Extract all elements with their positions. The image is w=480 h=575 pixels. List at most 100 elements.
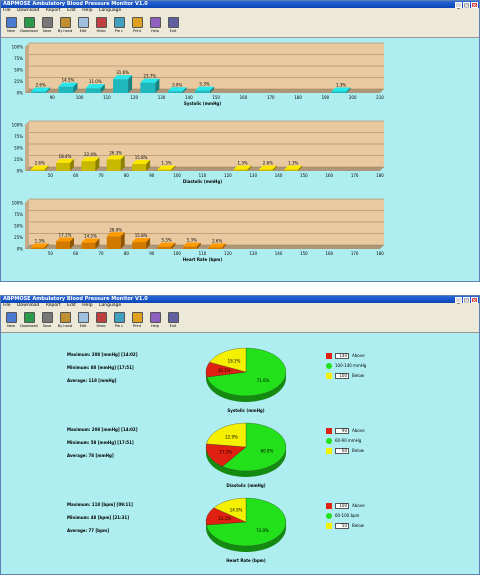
systolic-legend: 140 Above 100-140 mmHg 100 Below <box>326 351 366 381</box>
bar-data-label: 1.3% <box>35 239 45 244</box>
diastolic-histogram-svg: 100% 75% 50% 25% 0% 2.6% 50 18.4% 60 22.4% 70 26.3%… <box>12 120 384 184</box>
green-swatch <box>326 438 332 444</box>
menu-help[interactable]: Help <box>82 8 93 13</box>
menu-help[interactable]: Help <box>82 303 93 308</box>
x-tick-label: 60 <box>73 173 79 178</box>
plot-side-wall <box>25 199 29 249</box>
bar-side <box>171 242 176 249</box>
x-tick-label: 60 <box>73 251 79 256</box>
y-tick-label: 75% <box>14 56 23 61</box>
toolbar-download-button[interactable]: Download <box>20 310 38 331</box>
toolbar-help-button[interactable]: Help <box>147 15 163 36</box>
toolbar-label: New <box>7 324 15 328</box>
toolbar-print-button[interactable]: Print <box>129 310 145 331</box>
diastolic-histogram: 100% 75% 50% 25% 0% 2.6% 50 18.4% 60 22.4% 70 26.3%… <box>7 119 387 189</box>
toolbar-pie-c-button[interactable]: Pie c <box>111 310 127 331</box>
toolbar-label: Save <box>42 324 52 328</box>
bar-side <box>120 155 125 171</box>
x-tick-label: 100 <box>76 95 84 100</box>
menu-report[interactable]: Report <box>45 303 61 308</box>
menu-language[interactable]: Language <box>99 8 122 13</box>
menu-edit[interactable]: Edit <box>67 8 76 13</box>
stat-maximum: Maximum: 208 [mmHg] [14:02] <box>67 427 138 432</box>
toolbar-pie-c-button[interactable]: Pie c <box>111 15 127 36</box>
menu-report[interactable]: Report <box>45 8 61 13</box>
close-button[interactable]: × <box>471 1 478 9</box>
heart-rate-pie-chart: 73.0% 12.1% 14.9% <box>205 497 287 552</box>
minimize-button[interactable]: _ <box>455 1 462 9</box>
stat-minimum: Minimum: 48 [bpm] [21:31] <box>67 515 130 520</box>
bar-data-label: 17.1% <box>59 232 72 237</box>
legend-above-label: Above <box>352 503 365 508</box>
x-tick-label: 210 <box>376 95 384 100</box>
toolbar-download-button[interactable]: Download <box>20 15 38 36</box>
legend-normal: 60-100 bpm <box>326 511 365 521</box>
bar-side <box>182 87 187 93</box>
below-threshold-input[interactable]: 60 <box>335 448 349 454</box>
bar <box>56 241 71 249</box>
histo-icon <box>95 312 107 323</box>
toolbar-save-button[interactable]: Save <box>39 15 55 36</box>
toolbar-by-hand-button[interactable]: By hand <box>57 310 73 331</box>
toolbar-save-button[interactable]: Save <box>39 310 55 331</box>
bar-side <box>73 82 78 93</box>
bar-top <box>157 242 176 247</box>
menu-download[interactable]: Download <box>16 8 40 13</box>
x-tick-label: 110 <box>199 251 207 256</box>
toolbar-help-button[interactable]: Help <box>147 310 163 331</box>
menu-file[interactable]: File <box>3 8 11 13</box>
bar-data-label: 15.8% <box>135 233 148 238</box>
bar-side <box>196 242 201 249</box>
bar <box>56 162 71 171</box>
pie-caption: Systolic (mmHg) <box>227 408 265 413</box>
legend-below: 100 Below <box>326 371 366 381</box>
bar <box>30 247 45 249</box>
x-tick-label: 160 <box>240 95 248 100</box>
x-tick-label: 150 <box>300 173 308 178</box>
menu-edit[interactable]: Edit <box>67 303 76 308</box>
bar-top <box>167 87 187 92</box>
minimize-button[interactable]: _ <box>455 296 462 304</box>
legend-above: 90 Above <box>326 426 365 436</box>
bar-data-label: 1.3% <box>237 161 247 166</box>
systolic-pie-section: Maximum: 208 [mmHg] [14:02] Minimum: 88 … <box>1 346 479 421</box>
bar-data-label: 2.6% <box>212 239 222 244</box>
bar-data-label: 18.4% <box>59 154 72 159</box>
toolbar-exit-button[interactable]: Exit <box>165 15 181 36</box>
toolbar-edit-button[interactable]: Edit <box>75 15 91 36</box>
x-tick-label: 150 <box>212 95 220 100</box>
above-threshold-input[interactable]: 140 <box>335 353 349 359</box>
legend-normal: 100-140 mmHg <box>326 361 366 371</box>
toolbar-histo-button[interactable]: Histo <box>93 15 109 36</box>
below-threshold-input[interactable]: 50 <box>335 523 349 529</box>
x-tick-label: 170 <box>351 173 359 178</box>
title-bar: ABPMOSE Ambulatory Blood Pressure Monito… <box>1 1 479 9</box>
toolbar-histo-button[interactable]: Histo <box>93 310 109 331</box>
x-tick-label: 200 <box>349 95 357 100</box>
maximize-button[interactable]: □ <box>463 296 470 304</box>
below-threshold-input[interactable]: 100 <box>335 373 349 379</box>
toolbar-edit-button[interactable]: Edit <box>75 310 91 331</box>
above-threshold-input[interactable]: 90 <box>335 428 349 434</box>
maximize-button[interactable]: □ <box>463 1 470 9</box>
bar <box>194 90 211 93</box>
y-tick-label: 50% <box>14 224 23 229</box>
above-threshold-input[interactable]: 100 <box>335 503 349 509</box>
legend-above-label: Above <box>352 428 365 433</box>
x-tick-label: 160 <box>325 173 333 178</box>
menu-download[interactable]: Download <box>16 303 40 308</box>
toolbar-print-button[interactable]: Print <box>129 15 145 36</box>
bar-side <box>222 243 227 249</box>
toolbar-exit-button[interactable]: Exit <box>165 310 181 331</box>
toolbar-new-button[interactable]: New <box>3 15 19 36</box>
bar-top <box>331 87 351 92</box>
bar <box>58 86 74 93</box>
menu-language[interactable]: Language <box>99 303 122 308</box>
close-button[interactable]: × <box>471 296 478 304</box>
y-tick-label: 50% <box>14 68 23 73</box>
toolbar-by-hand-button[interactable]: By hand <box>57 15 73 36</box>
y-tick-label: 75% <box>14 134 23 139</box>
toolbar-new-button[interactable]: New <box>3 310 19 331</box>
menu-file[interactable]: File <box>3 303 11 308</box>
red-swatch <box>326 503 332 509</box>
